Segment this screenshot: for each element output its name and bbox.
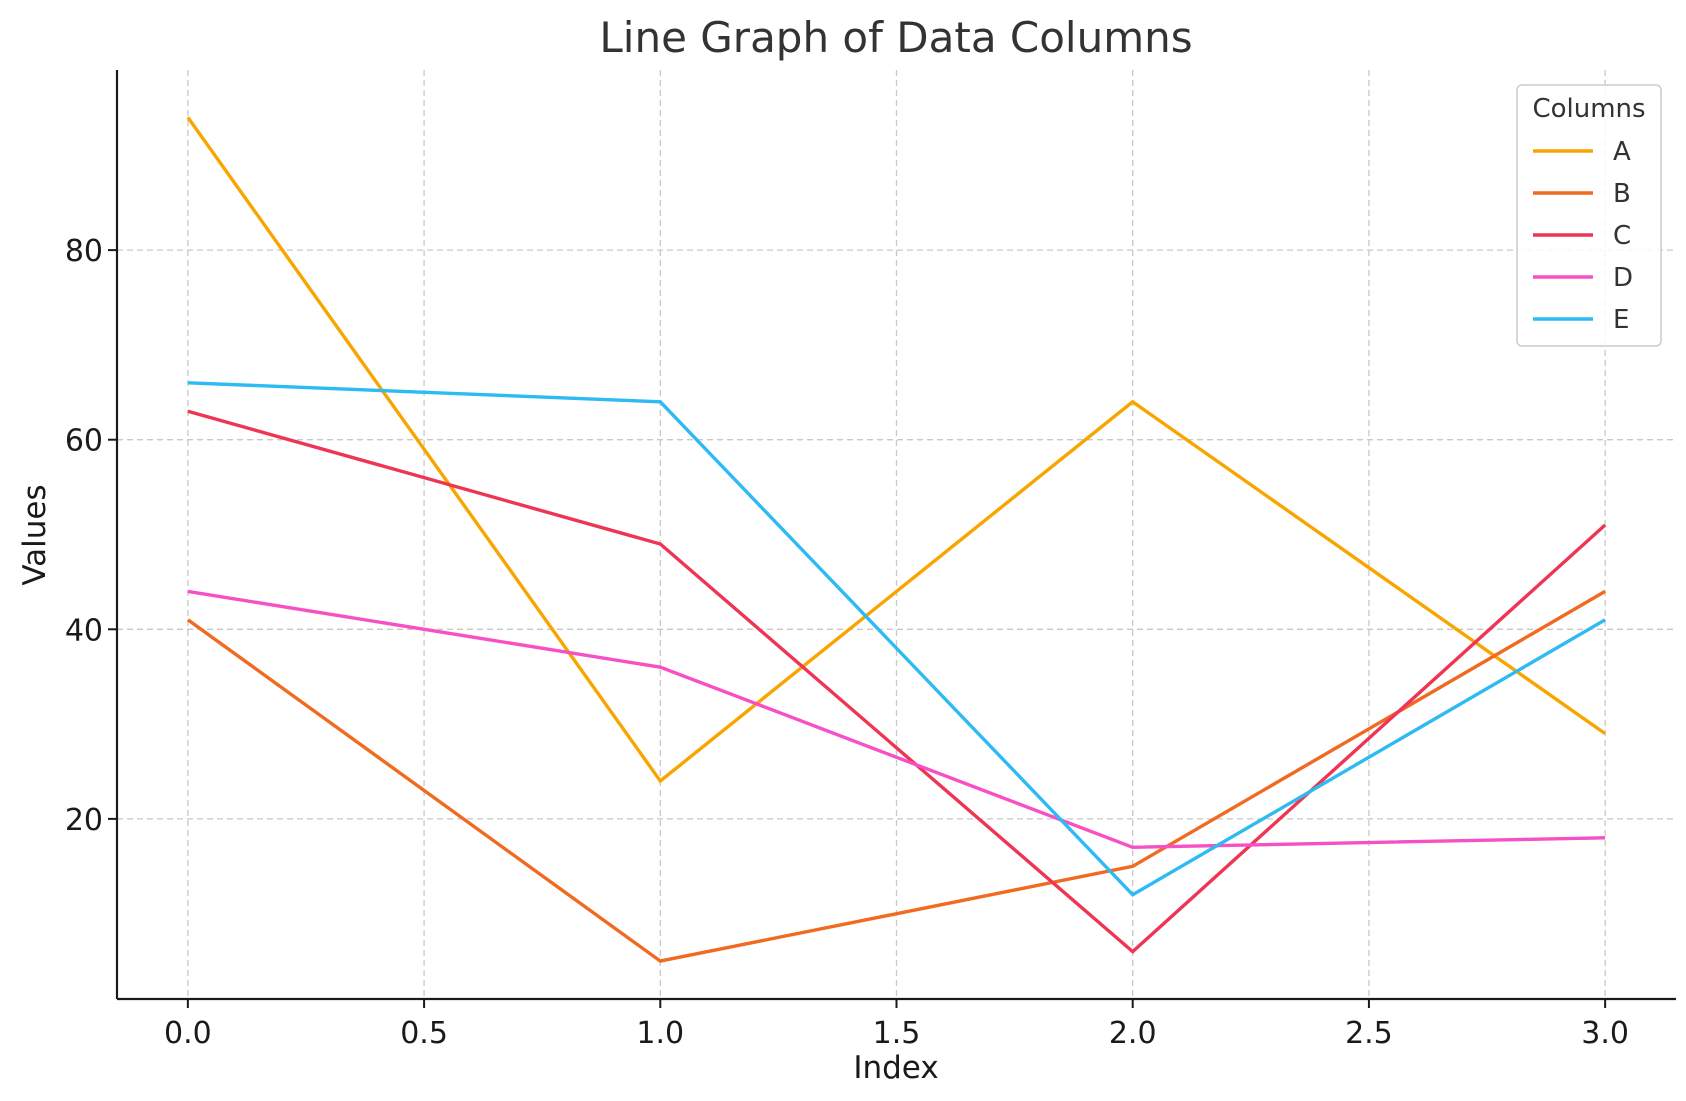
x-tick-label: 0.5 <box>400 1016 448 1051</box>
series-line-d <box>187 589 1606 850</box>
series-line-b <box>186 589 1606 963</box>
y-tick-label: 40 <box>65 613 103 648</box>
legend-label-a: A <box>1613 137 1631 167</box>
series-lines <box>186 116 1607 963</box>
chart-title: Line Graph of Data Columns <box>599 13 1192 62</box>
y-axis-title: Values <box>17 484 53 585</box>
x-tick-label: 1.5 <box>873 1016 921 1051</box>
x-axis-title: Index <box>853 1050 938 1086</box>
legend-label-d: D <box>1613 263 1633 293</box>
series-line-e <box>187 381 1606 897</box>
x-tick-label: 2.5 <box>1345 1016 1393 1051</box>
legend-title: Columns <box>1532 94 1645 124</box>
legend-label-e: E <box>1613 305 1629 335</box>
x-tick-label: 3.0 <box>1581 1016 1629 1051</box>
x-tick-label: 2.0 <box>1109 1016 1157 1051</box>
y-tick-label: 80 <box>65 234 103 269</box>
ticks: 0.0 0.5 1.0 1.5 2.0 2.5 3.0 20 40 60 80 <box>65 234 1629 1051</box>
series-line-a <box>186 116 1607 784</box>
legend-box <box>1516 84 1662 347</box>
y-tick-label: 60 <box>65 424 103 459</box>
legend-label-b: B <box>1613 179 1631 209</box>
x-tick-label: 0.0 <box>164 1016 212 1051</box>
y-tick-label: 20 <box>65 803 103 838</box>
series-line-c <box>187 409 1607 954</box>
legend-label-c: C <box>1613 221 1631 251</box>
grid <box>117 70 1676 999</box>
x-tick-label: 1.0 <box>636 1016 684 1051</box>
